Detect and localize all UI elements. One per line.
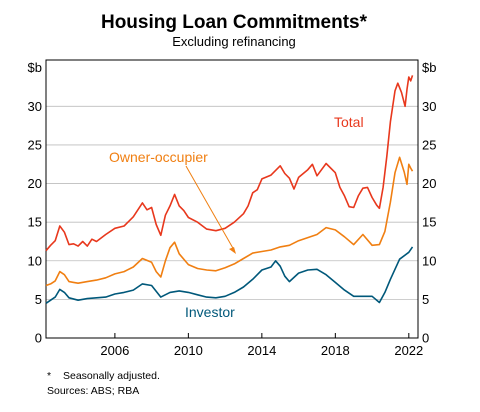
y-tick-label-right: 0 bbox=[422, 331, 429, 346]
x-tick-label: 2014 bbox=[247, 343, 276, 358]
y-unit-left: $b bbox=[28, 60, 42, 75]
plot-frame bbox=[45, 59, 419, 339]
y-tick-labels: 0 0 5 5 10 10 15 15 20 20 25 25 30 30 bbox=[28, 99, 437, 346]
sources: Sources: ABS; RBA bbox=[47, 385, 140, 397]
y-tick-label-right: 30 bbox=[422, 99, 436, 114]
x-tick-label: 2018 bbox=[321, 343, 350, 358]
y-tick-label-right: 15 bbox=[422, 215, 436, 230]
label-total: Total bbox=[334, 114, 364, 130]
label-investor: Investor bbox=[185, 304, 235, 320]
y-tick-label-right: 25 bbox=[422, 137, 436, 152]
y-tick-label-left: 20 bbox=[28, 176, 42, 191]
y-tick-label-right: 20 bbox=[422, 176, 436, 191]
y-tick-label-left: 0 bbox=[35, 331, 42, 346]
y-tick-label-left: 10 bbox=[28, 253, 42, 268]
series-line-owner-occupier bbox=[45, 156, 414, 287]
footnote-asterisk: * bbox=[47, 370, 52, 382]
footnote: * Seasonally adjusted. bbox=[47, 370, 160, 382]
x-tick-label: 2010 bbox=[174, 343, 203, 358]
owner-occupier-pointer bbox=[185, 165, 235, 251]
x-tick-label: 2006 bbox=[100, 343, 129, 358]
y-tick-label-left: 25 bbox=[28, 137, 42, 152]
footnote-text: Seasonally adjusted. bbox=[63, 370, 160, 382]
x-tick-labels: 2006 2010 2014 2018 2022 bbox=[100, 343, 423, 358]
x-tick-label: 2022 bbox=[394, 343, 423, 358]
y-tick-label-left: 30 bbox=[28, 99, 42, 114]
series-line-investor bbox=[45, 246, 414, 304]
y-unit-right: $b bbox=[422, 60, 436, 75]
owner-occupier-pointer-arrowhead bbox=[229, 247, 236, 254]
gridlines bbox=[46, 105, 418, 300]
x-tick-marks bbox=[114, 333, 410, 338]
y-tick-label-left: 15 bbox=[28, 215, 42, 230]
series-line-total bbox=[45, 75, 414, 252]
series-lines bbox=[45, 75, 414, 304]
label-owner-occupier: Owner-occupier bbox=[109, 149, 208, 165]
y-tick-label-right: 10 bbox=[422, 253, 436, 268]
chart-title: Housing Loan Commitments* bbox=[101, 12, 368, 33]
y-tick-label-left: 5 bbox=[35, 292, 42, 307]
chart-subtitle: Excluding refinancing bbox=[172, 34, 296, 49]
y-tick-label-right: 5 bbox=[422, 292, 429, 307]
